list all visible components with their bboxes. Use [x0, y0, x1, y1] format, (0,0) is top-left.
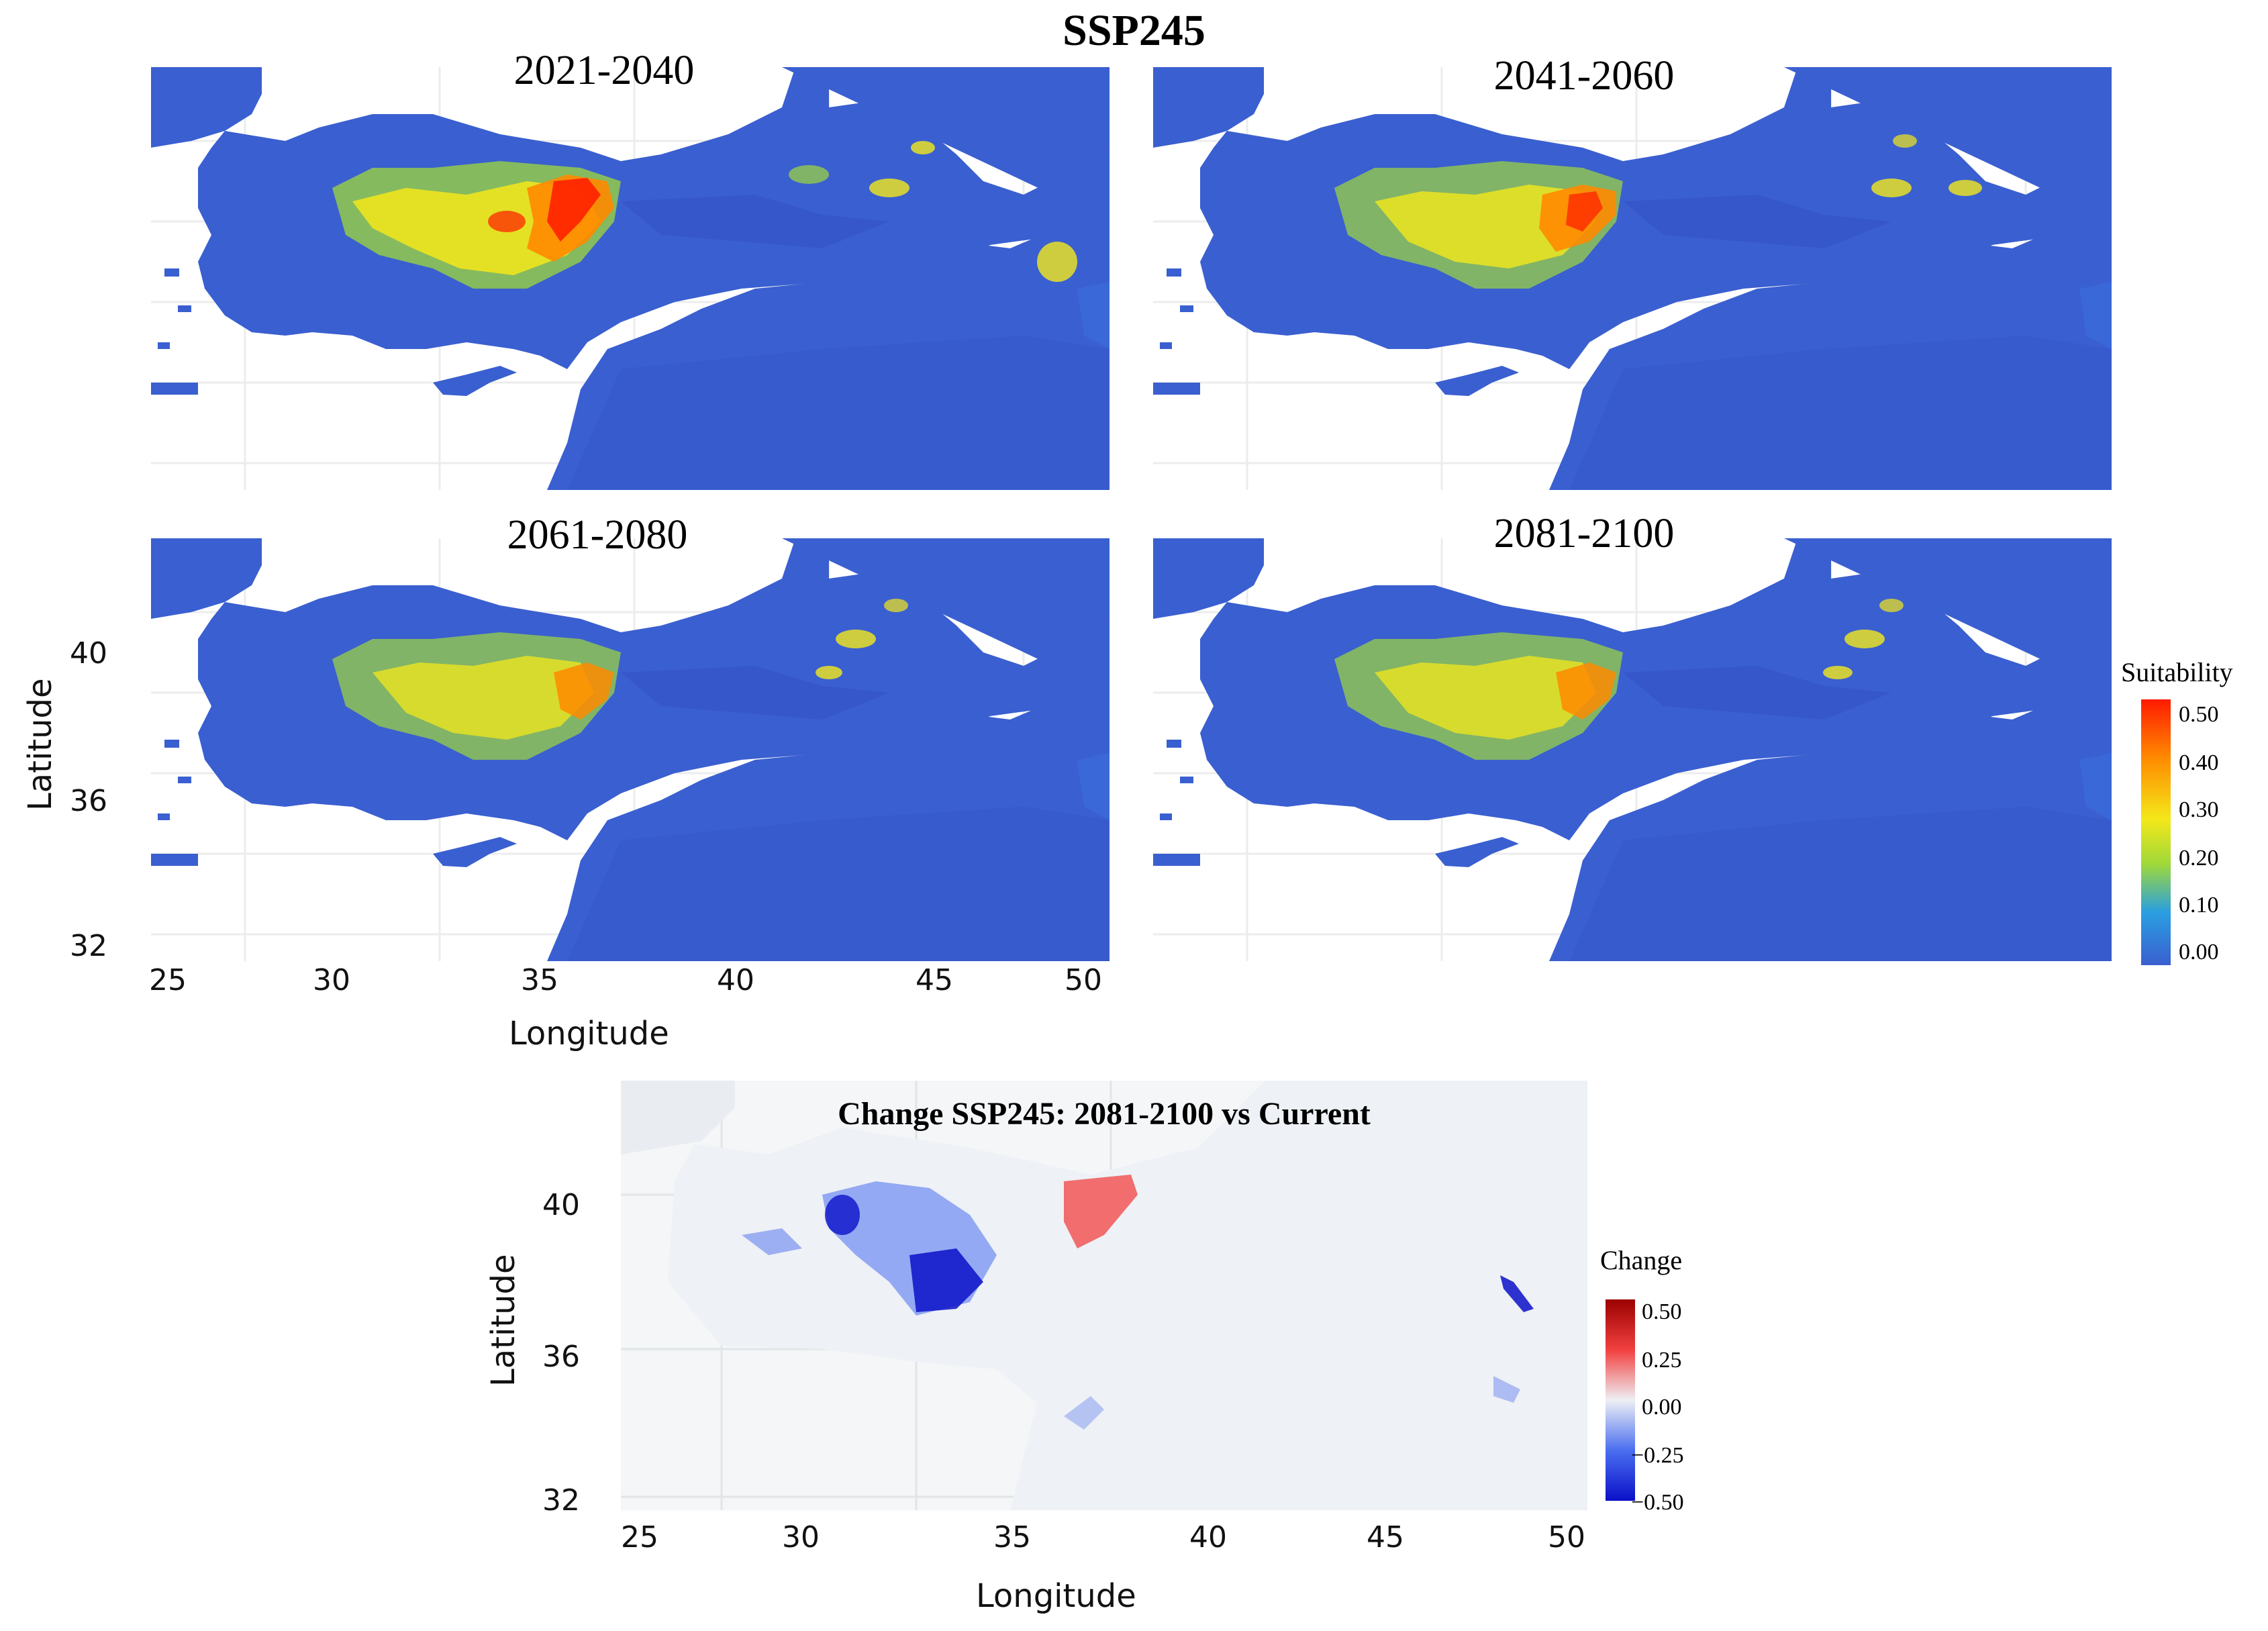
suitability-map-3: [151, 538, 1110, 961]
y-tick-32: 32: [70, 929, 107, 963]
main-title: SSP245: [1063, 6, 1205, 55]
change-x-tick-30: 30: [782, 1520, 820, 1554]
suitability-map-1: [151, 67, 1110, 490]
suit-label-0.50: 0.50: [2179, 702, 2219, 727]
change-label-0.50: 0.50: [1642, 1299, 1682, 1324]
x-tick-50: 50: [1065, 963, 1102, 997]
x-axis-label: Longitude: [509, 1015, 669, 1052]
panel-title-2: 2041-2060: [1493, 53, 1675, 99]
suitability-map-2: [1153, 67, 2112, 490]
change-label-neg0.50: −0.50: [1631, 1490, 1684, 1515]
panel-title-1: 2021-2040: [513, 48, 695, 93]
change-x-tick-40: 40: [1189, 1520, 1227, 1554]
map-panel-2021-2040: [151, 67, 1110, 490]
change-x-tick-35: 35: [993, 1520, 1031, 1554]
change-label-neg0.25: −0.25: [1631, 1443, 1684, 1468]
change-y-tick-32: 32: [542, 1483, 580, 1518]
panel-title-3: 2061-2080: [507, 512, 688, 558]
change-map-panel: [621, 1081, 1587, 1510]
y-tick-36: 36: [70, 784, 107, 818]
x-tick-30: 30: [313, 963, 350, 997]
x-tick-35: 35: [521, 963, 558, 997]
suit-label-0.30: 0.30: [2179, 797, 2219, 822]
change-x-tick-50: 50: [1548, 1520, 1585, 1554]
x-tick-25: 25: [149, 963, 187, 997]
suit-label-0.40: 0.40: [2179, 750, 2219, 775]
map-panel-2041-2060: [1153, 67, 2112, 490]
suit-label-0.00: 0.00: [2179, 940, 2219, 965]
change-legend-title: Change: [1600, 1245, 1683, 1275]
change-y-tick-40: 40: [542, 1188, 580, 1222]
map-panel-2061-2080: [151, 538, 1110, 961]
suitability-colorbar: [2141, 699, 2171, 965]
map-panel-2081-2100: [1153, 538, 2112, 961]
suitability-legend-title: Suitability: [2121, 657, 2233, 687]
change-label-0.00: 0.00: [1642, 1395, 1682, 1420]
change-label-0.25: 0.25: [1642, 1348, 1682, 1373]
y-axis-label: Latitude: [21, 678, 59, 811]
x-tick-45: 45: [916, 963, 953, 997]
panel-title-4: 2081-2100: [1493, 511, 1675, 556]
change-colorbar: [1606, 1299, 1635, 1501]
x-tick-40: 40: [717, 963, 754, 997]
change-x-tick-45: 45: [1367, 1520, 1404, 1554]
change-x-axis-label: Longitude: [976, 1577, 1136, 1615]
suit-label-0.10: 0.10: [2179, 893, 2219, 918]
change-y-tick-36: 36: [542, 1340, 580, 1374]
suitability-map-4: [1153, 538, 2112, 961]
change-y-axis-label: Latitude: [485, 1254, 522, 1387]
y-tick-40: 40: [70, 636, 107, 671]
change-map: [621, 1081, 1587, 1510]
change-map-title: Change SSP245: 2081-2100 vs Current: [838, 1096, 1371, 1132]
change-x-tick-25: 25: [621, 1520, 658, 1554]
suit-label-0.20: 0.20: [2179, 846, 2219, 871]
